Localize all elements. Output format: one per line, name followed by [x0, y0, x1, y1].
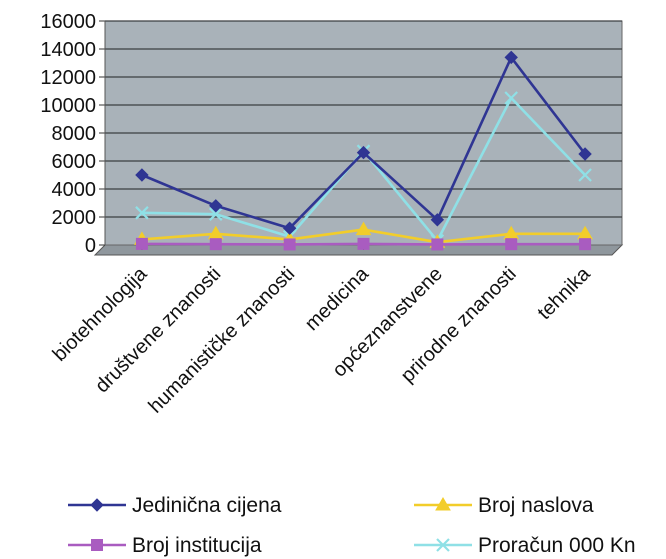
y-tick-label: 2000	[52, 207, 97, 229]
point-broj-institucija-humanisticke-znanosti	[283, 238, 296, 251]
y-tick-label: 16000	[40, 11, 96, 33]
legend-marker-proracun-000-kn	[436, 538, 450, 552]
point-jedinicna-cijena-tehnika	[578, 147, 592, 161]
legend-label-broj-naslova: Broj naslova	[478, 494, 594, 517]
x-tick-label-medicina: medicina	[301, 262, 374, 335]
point-broj-institucija-medicina	[357, 237, 370, 250]
point-broj-naslova-medicina	[355, 221, 372, 236]
point-proracun-000-kn-tehnika	[578, 168, 592, 182]
y-tick-label: 0	[85, 235, 96, 257]
x-tick-label-tehnika: tehnika	[533, 262, 595, 324]
legend-marker-broj-institucija	[91, 539, 103, 551]
y-tick-label: 4000	[52, 179, 97, 201]
point-broj-institucija-drustvene-znanosti	[209, 238, 222, 251]
point-jedinicna-cijena-prirodne-znanosti	[504, 50, 518, 65]
point-broj-institucija-prirodne-znanosti	[505, 238, 518, 251]
point-jedinicna-cijena-biotehnologija	[135, 168, 149, 182]
point-jedinicna-cijena-drustvene-znanosti	[209, 199, 223, 213]
legend-label-broj-institucija: Broj institucija	[132, 534, 262, 557]
legend-label-jedinicna-cijena: Jedinična cijena	[132, 494, 282, 517]
legend-marker-broj-naslova	[435, 497, 451, 511]
legend-label-proracun-000-kn: Proračun 000 Kn	[478, 534, 636, 557]
x-tick-label-humanisticke-znanosti: humanističke znanosti	[144, 263, 299, 418]
point-proracun-000-kn-prirodne-znanosti	[504, 91, 518, 105]
legend-marker-jedinicna-cijena	[90, 498, 104, 512]
point-jedinicna-cijena-medicina	[356, 145, 371, 160]
point-broj-institucija-biotehnologija	[135, 237, 148, 250]
y-tick-label: 12000	[40, 67, 96, 89]
y-tick-label: 10000	[40, 95, 96, 117]
x-tick-label-drustvene-znanosti: društvene znanosti	[91, 263, 225, 397]
y-tick-label: 8000	[52, 123, 97, 145]
point-proracun-000-kn-drustvene-znanosti	[209, 207, 223, 221]
point-jedinicna-cijena-humanisticke-znanosti	[282, 221, 297, 235]
point-broj-institucija-opceznanstvene	[431, 238, 444, 251]
point-jedinicna-cijena-opceznanstvene	[430, 213, 445, 227]
y-tick-label: 14000	[40, 39, 96, 61]
point-broj-institucija-tehnika	[579, 238, 592, 251]
point-proracun-000-kn-biotehnologija	[135, 206, 149, 220]
y-tick-label: 6000	[52, 151, 97, 173]
